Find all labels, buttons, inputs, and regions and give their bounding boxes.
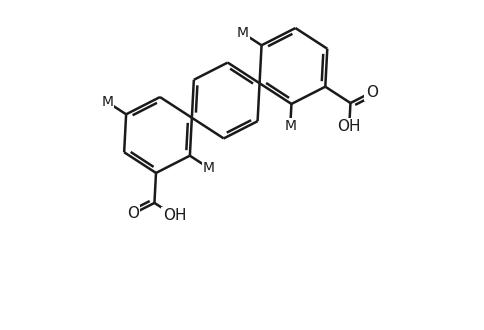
Text: O: O: [127, 206, 139, 221]
Text: M: M: [237, 26, 249, 40]
Text: M: M: [102, 95, 114, 109]
Text: OH: OH: [337, 119, 361, 135]
Text: OH: OH: [163, 209, 186, 223]
Text: M: M: [202, 161, 214, 175]
Text: O: O: [366, 84, 378, 100]
Text: M: M: [284, 119, 296, 133]
